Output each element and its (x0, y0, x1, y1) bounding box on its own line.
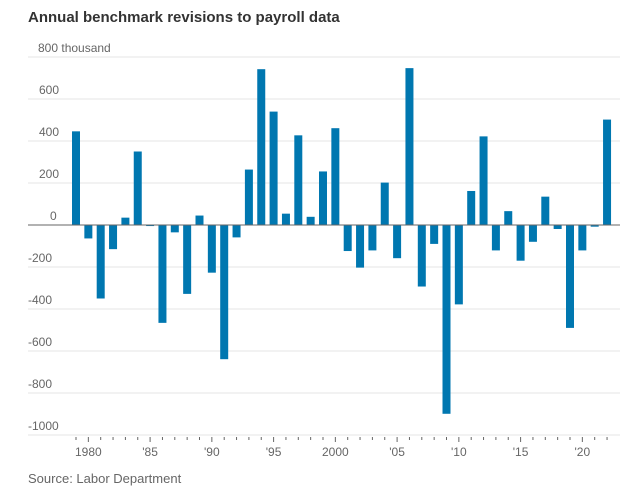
y-tick-label: -400 (28, 293, 52, 307)
bar-2013 (491, 225, 500, 251)
bar-2014 (504, 211, 513, 225)
y-tick-label: 800 thousand (38, 41, 111, 55)
bar-2020 (578, 225, 587, 251)
bar-2018 (553, 225, 562, 229)
bar-2009 (442, 225, 451, 414)
bar-2019 (566, 225, 574, 328)
bar-2003 (368, 225, 377, 251)
y-tick-label: -800 (28, 377, 52, 391)
y-tick-label: 400 (39, 125, 59, 139)
x-tick-label: '85 (142, 445, 158, 459)
bar-1989 (195, 215, 204, 225)
bar-1985 (146, 225, 155, 227)
bar-1996 (281, 213, 290, 225)
x-tick-label: '10 (451, 445, 467, 459)
bar-2012 (479, 136, 488, 225)
bar-1998 (306, 216, 315, 225)
bar-2006 (405, 68, 414, 225)
bar-2008 (430, 225, 439, 244)
bar-1988 (183, 225, 192, 294)
bar-1984 (133, 151, 142, 225)
x-tick-label: 1980 (75, 445, 102, 459)
x-tick-label: '95 (266, 445, 282, 459)
x-tick-label: '20 (575, 445, 591, 459)
bar-2017 (541, 196, 550, 225)
bar-2016 (528, 225, 537, 242)
bar-2005 (393, 225, 402, 259)
source-note: Source: Labor Department (28, 471, 182, 486)
y-tick-label: -1000 (28, 419, 59, 433)
bar-1981 (96, 225, 105, 299)
bar-2004 (380, 182, 389, 225)
bar-1997 (294, 135, 303, 225)
bar-1991 (220, 225, 229, 360)
bar-1999 (319, 171, 327, 225)
chart-title: Annual benchmark revisions to payroll da… (28, 9, 340, 26)
bar-1982 (109, 225, 118, 250)
x-tick-label: 2000 (322, 445, 349, 459)
bar-2002 (356, 225, 365, 268)
bar-1995 (269, 111, 278, 225)
bar-1987 (170, 225, 179, 233)
bar-2000 (331, 128, 340, 225)
bar-1980 (84, 225, 93, 239)
y-tick-label: 200 (39, 167, 59, 181)
bar-2015 (516, 225, 525, 261)
bar-2001 (343, 225, 352, 252)
x-tick-label: '90 (204, 445, 220, 459)
y-tick-label: 0 (50, 209, 57, 223)
bar-2022 (603, 119, 612, 225)
bar-1993 (244, 169, 253, 225)
y-tick-label: 600 (39, 83, 59, 97)
bar-1994 (257, 69, 266, 226)
bar-2010 (454, 225, 463, 305)
bar-1983 (121, 217, 130, 225)
x-tick-label: '15 (513, 445, 529, 459)
y-tick-label: -200 (28, 251, 52, 265)
bar-1992 (232, 225, 241, 238)
x-tick-label: '05 (389, 445, 405, 459)
bar-1979 (72, 131, 80, 225)
bar-1986 (158, 225, 167, 323)
bar-2007 (417, 225, 426, 287)
y-tick-label: -600 (28, 335, 52, 349)
bar-1990 (207, 225, 216, 273)
bar-2011 (467, 190, 476, 225)
bar-2021 (590, 225, 599, 227)
